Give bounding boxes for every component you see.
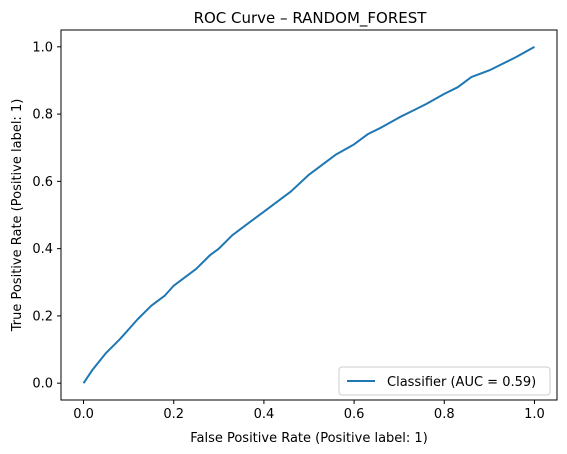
y-tick-label: 0.0 [32, 377, 53, 392]
y-tick-label: 0.8 [32, 108, 53, 123]
y-axis-ticks: 0.0 0.2 0.4 0.6 0.8 1.0 [32, 40, 61, 392]
y-tick-label: 0.2 [32, 309, 53, 324]
x-tick-label: 1.0 [524, 407, 545, 422]
y-tick-label: 1.0 [32, 40, 53, 55]
x-tick-label: 0.8 [434, 407, 455, 422]
x-tick-label: 0.0 [73, 407, 94, 422]
series-layer [82, 45, 535, 384]
x-axis-ticks: 0.0 0.2 0.4 0.6 0.8 1.0 [73, 400, 545, 422]
legend-box [338, 366, 551, 396]
x-axis-label: False Positive Rate (Positive label: 1) [190, 431, 428, 446]
axes-frame [60, 29, 558, 401]
legend-label: Classifier (AUC = 0.59) [387, 375, 536, 390]
y-tick-label: 0.6 [32, 175, 53, 190]
y-axis-label: True Positive Rate (Positive label: 1) [10, 99, 25, 333]
x-tick-label: 0.2 [163, 407, 184, 422]
legend: Classifier (AUC = 0.59) [338, 366, 551, 396]
chart-title: ROC Curve – RANDOM_FOREST [194, 9, 428, 28]
y-tick-label: 0.4 [32, 242, 53, 257]
x-tick-label: 0.6 [344, 407, 365, 422]
roc-curve-line [82, 45, 535, 384]
plot-area: 0.0 0.2 0.4 0.6 0.8 1.0 0.0 0.2 0.4 0.6 0.8 1.0 [32, 29, 558, 422]
x-tick-label: 0.4 [254, 407, 275, 422]
